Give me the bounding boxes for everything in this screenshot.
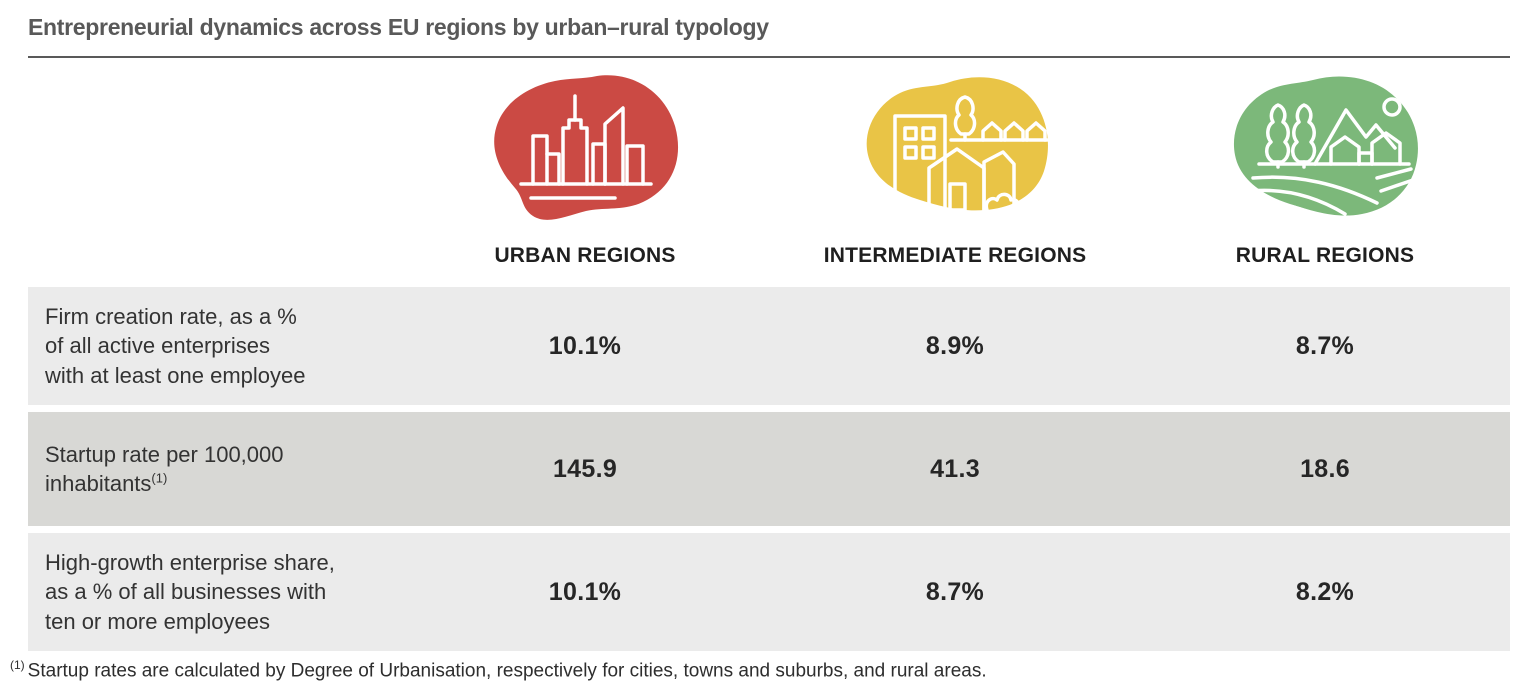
table-row-firm-creation: Firm creation rate, as a % of all active… [28, 287, 1510, 405]
title-rule [28, 56, 1510, 58]
column-header-row: URBAN REGIONS [28, 70, 1510, 268]
value-high-growth-rural: 8.2% [1295, 577, 1355, 606]
urban-regions-icon [494, 75, 679, 220]
table-row-high-growth: High-growth enterprise share, as a % of … [28, 533, 1510, 651]
footnote: (1) Startup rates are calculated by Degre… [10, 658, 987, 682]
town-houses-art [878, 95, 1049, 212]
row-label-startup-rate: Startup rate per 100,000 inhabitants(1) [45, 441, 284, 496]
table-row-startup-rate: Startup rate per 100,000 inhabitants(1) … [28, 412, 1510, 526]
row-label-high-growth: High-growth enterprise share, as a % of … [45, 550, 335, 634]
row-label-firm-creation: Firm creation rate, as a % of all active… [45, 304, 306, 388]
value-high-growth-intermediate: 8.7% [925, 577, 985, 606]
intermediate-regions-icon [866, 77, 1049, 212]
city-skyline-art [519, 94, 653, 200]
column-header-urban: URBAN REGIONS [400, 70, 770, 268]
footnote-text: Startup rates are calculated by Degree o… [27, 660, 987, 682]
value-startup-rate-rural: 18.6 [1300, 454, 1350, 483]
value-firm-creation-rural: 8.7% [1295, 331, 1355, 360]
intermediate-blob [866, 77, 1048, 211]
column-header-intermediate: INTERMEDIATE REGIONS [770, 70, 1140, 268]
header-spacer [28, 70, 400, 268]
footnote-marker: (1) [10, 658, 25, 672]
value-startup-rate-urban: 145.9 [552, 454, 618, 483]
value-high-growth-urban: 10.1% [548, 577, 622, 606]
value-firm-creation-urban: 10.1% [548, 331, 622, 360]
value-firm-creation-intermediate: 8.9% [925, 331, 985, 360]
value-startup-rate-intermediate: 41.3 [930, 454, 980, 483]
column-label-rural: RURAL REGIONS [1235, 244, 1415, 267]
column-label-urban: URBAN REGIONS [494, 244, 676, 267]
column-header-rural: RURAL REGIONS [1140, 70, 1510, 268]
column-label-intermediate: INTERMEDIATE REGIONS [823, 244, 1087, 267]
rural-regions-icon [1233, 76, 1418, 219]
figure-title: Entrepreneurial dynamics across EU regio… [28, 14, 769, 40]
countryside-fields-art [1249, 97, 1415, 219]
footnote-ref-marker: (1) [151, 470, 168, 486]
